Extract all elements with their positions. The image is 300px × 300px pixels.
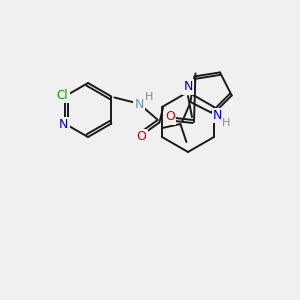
Text: O: O: [165, 110, 175, 124]
Text: Cl: Cl: [57, 89, 68, 102]
Text: N: N: [59, 118, 68, 131]
Text: O: O: [136, 130, 146, 143]
Text: N: N: [183, 80, 193, 94]
Text: H: H: [222, 118, 231, 128]
Text: N: N: [135, 98, 144, 111]
Text: H: H: [145, 92, 154, 103]
Text: N: N: [213, 109, 222, 122]
